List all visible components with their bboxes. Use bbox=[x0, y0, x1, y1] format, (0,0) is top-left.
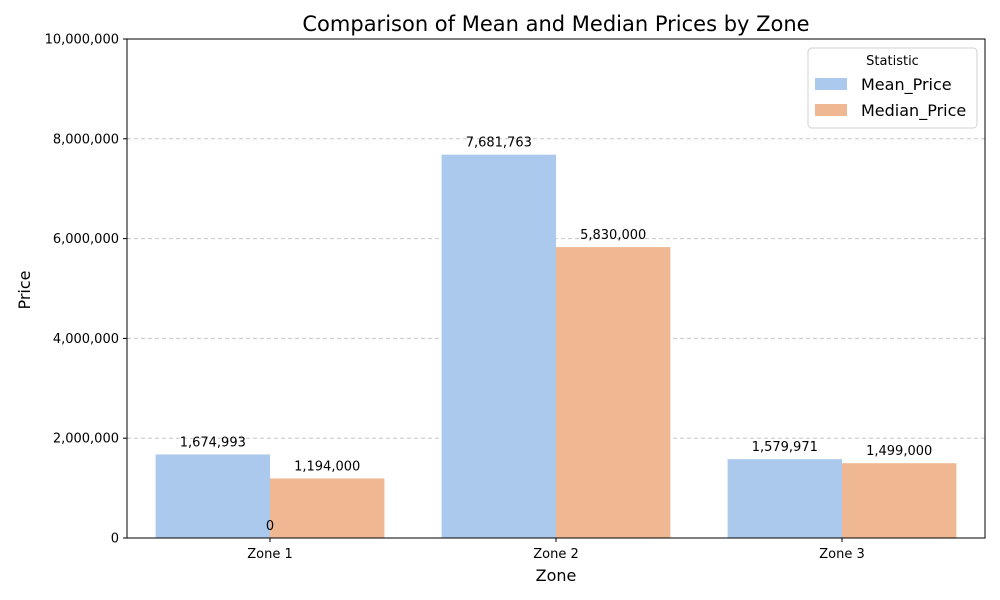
legend-swatch bbox=[815, 78, 847, 90]
x-axis: Zone 1 Zone 2 Zone 3 bbox=[247, 538, 865, 562]
y-tick-label: 4,000,000 bbox=[53, 332, 119, 347]
chart-title: Comparison of Mean and Median Prices by … bbox=[302, 12, 809, 36]
y-tick-label: 0 bbox=[111, 532, 119, 547]
y-axis: 0 2,000,000 4,000,000 6,000,000 8,000,000 10,… bbox=[45, 33, 127, 547]
x-axis-label: Zone bbox=[536, 566, 577, 585]
x-tick-label: Zone 1 bbox=[247, 547, 293, 562]
bar-median-price bbox=[270, 478, 385, 538]
y-tick-label: 8,000,000 bbox=[53, 132, 119, 147]
y-tick-label: 10,000,000 bbox=[45, 33, 119, 48]
x-tick-label: Zone 3 bbox=[819, 547, 865, 562]
bar-median-price bbox=[842, 463, 957, 538]
data-label: 5,830,000 bbox=[580, 228, 646, 243]
data-labels: 1,674,993 1,194,000 7,681,763 5,830,000 1,57… bbox=[180, 136, 933, 534]
bar-median-price bbox=[556, 247, 671, 538]
legend: Statistic Mean_Price Median_Price bbox=[807, 47, 978, 129]
data-label: 1,579,971 bbox=[752, 440, 818, 455]
legend-box bbox=[807, 47, 978, 129]
annotation-label: 0 bbox=[266, 519, 274, 534]
bar-mean-price bbox=[727, 459, 842, 538]
legend-title: Statistic bbox=[866, 54, 919, 69]
x-tick-label: Zone 2 bbox=[533, 547, 579, 562]
data-label: 1,194,000 bbox=[294, 459, 360, 474]
y-axis-label: Price bbox=[15, 270, 34, 309]
legend-label: Median_Price bbox=[861, 101, 966, 121]
data-label: 1,499,000 bbox=[866, 444, 932, 459]
bar-mean-price bbox=[441, 154, 556, 538]
y-tick-label: 2,000,000 bbox=[53, 432, 119, 447]
bars bbox=[155, 154, 957, 538]
bar-mean-price bbox=[155, 454, 270, 538]
data-label: 1,674,993 bbox=[180, 435, 246, 450]
legend-label: Mean_Price bbox=[861, 75, 952, 95]
y-tick-label: 6,000,000 bbox=[53, 232, 119, 247]
data-label: 7,681,763 bbox=[466, 136, 532, 151]
legend-swatch bbox=[815, 104, 847, 116]
